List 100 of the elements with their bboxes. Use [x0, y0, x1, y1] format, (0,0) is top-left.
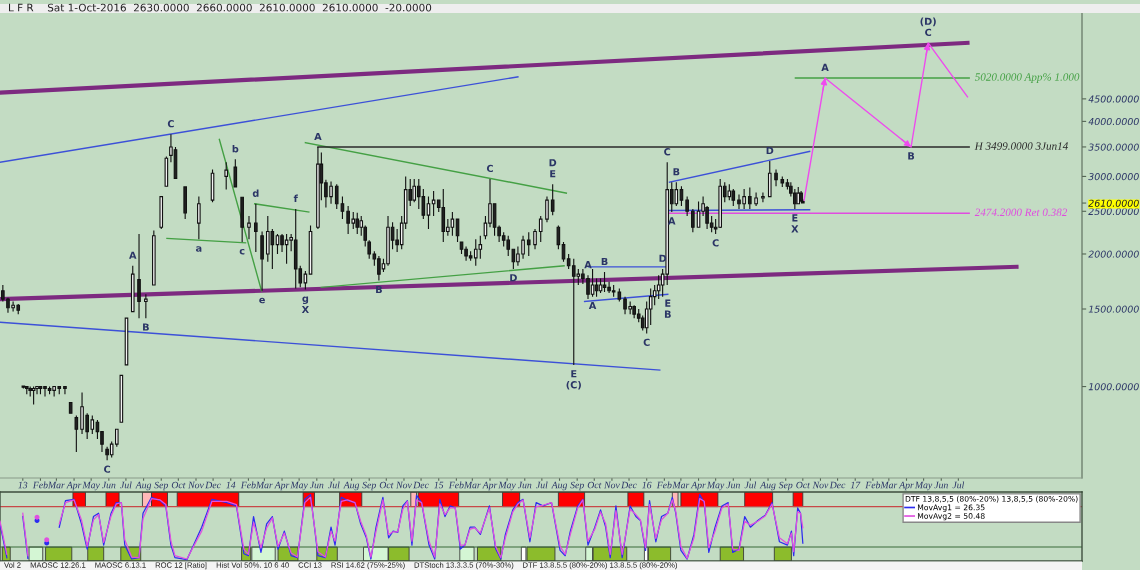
- x-tick-label: Dec: [205, 481, 221, 489]
- x-tick-label: Mar: [463, 481, 481, 489]
- x-tick-label: Aug: [551, 481, 568, 491]
- x-tick-label: Mar: [880, 481, 898, 489]
- x-tick-label: Oct: [587, 481, 602, 489]
- annotation: e: [259, 297, 265, 304]
- annotation: B: [601, 257, 608, 265]
- x-tick-label: Sep: [570, 481, 584, 491]
- x-tick-label: Apr: [66, 481, 82, 491]
- annotation: C: [664, 148, 671, 156]
- x-tick-label: Jun: [726, 481, 740, 489]
- x-tick-label: Apr: [690, 481, 706, 491]
- annotation: f: [293, 194, 298, 202]
- annotation: C: [486, 164, 493, 173]
- x-tick-label: 13: [18, 481, 28, 489]
- x-tick-label: Feb: [240, 481, 256, 489]
- y-tick-label: 3000.0000: [1088, 173, 1139, 181]
- x-tick-label: Dec: [621, 481, 637, 489]
- text: Sat 1-Oct-2016 2630.0000 2660.0000 2610.0000 2610.0000 -20.0000: [47, 3, 432, 12]
- annotation: A: [129, 251, 137, 259]
- x-tick-label: Aug: [343, 481, 360, 491]
- x-tick-label: Mar: [255, 481, 273, 489]
- annotation: C: [104, 465, 111, 473]
- text: L F R: [9, 3, 34, 12]
- x-tick-label: Nov: [812, 481, 829, 489]
- annotation: a: [195, 246, 202, 252]
- x-tick-label: May: [290, 481, 308, 491]
- annotation: C: [167, 120, 174, 128]
- annotation: X: [791, 225, 799, 233]
- x-tick-label: May: [706, 481, 725, 491]
- x-tick-label: Sep: [778, 481, 793, 491]
- annotation: g: [302, 296, 309, 305]
- annotation: C: [643, 338, 650, 346]
- annotation: A: [821, 63, 829, 71]
- x-tick-label: Oct: [796, 481, 811, 489]
- x-tick-label: Oct: [171, 481, 186, 489]
- x-tick-label: Jun: [934, 481, 948, 489]
- x-tick-label: Jul: [952, 481, 965, 489]
- y-tick-label: 2000.0000: [1088, 250, 1139, 258]
- x-tick-label: Dec: [829, 481, 846, 489]
- y-tick-label: 1000.0000: [1088, 383, 1139, 391]
- y-tick-label: 2610.0000: [1088, 199, 1139, 207]
- series-label: 5020.0000 App% 1.000: [974, 73, 1080, 83]
- x-tick-label: 17: [850, 481, 861, 489]
- annotation: B: [664, 310, 671, 318]
- x-tick-label: Jun: [309, 481, 324, 489]
- annotation: D: [549, 159, 557, 167]
- y-tick-label: 1500.0000: [1088, 305, 1139, 313]
- x-tick-label: Apr: [482, 481, 498, 491]
- annotation: b: [232, 144, 239, 153]
- annotation: B: [673, 168, 680, 176]
- series-label: 2474.2000 Ret 0.382: [974, 208, 1068, 217]
- x-tick-label: 15: [434, 481, 444, 489]
- x-tick-label: Jun: [517, 481, 532, 489]
- annotation: B: [143, 323, 149, 331]
- annotation: C: [712, 239, 719, 247]
- x-tick-label: 14: [226, 481, 236, 489]
- x-tick-label: Jun: [101, 481, 116, 489]
- annotation: X: [301, 305, 309, 314]
- annotation: A: [314, 132, 322, 140]
- x-tick-label: Feb: [865, 481, 881, 489]
- annotation: A: [588, 301, 597, 310]
- x-tick-label: 16: [642, 481, 652, 489]
- annotation: A: [584, 261, 592, 269]
- annotation: C: [925, 28, 932, 37]
- annotation: B: [908, 152, 915, 160]
- x-tick-label: Aug: [759, 481, 776, 491]
- x-tick-label: Dec: [413, 481, 429, 489]
- x-tick-label: May: [82, 481, 100, 491]
- x-tick-label: May: [914, 481, 933, 491]
- annotation: c: [239, 248, 245, 255]
- annotation: d: [252, 189, 259, 197]
- annotation: E: [792, 214, 798, 222]
- x-tick-label: Feb: [32, 481, 48, 489]
- annotation: (D): [920, 17, 936, 27]
- y-tick-label: 4000.0000: [1088, 117, 1139, 126]
- annotation: (C): [566, 380, 581, 390]
- y-tick-label: 4500.0000: [1088, 95, 1139, 103]
- annotation: E: [571, 370, 577, 378]
- x-tick-label: Mar: [47, 481, 65, 489]
- x-tick-label: Nov: [604, 481, 620, 489]
- x-tick-label: Feb: [656, 481, 672, 489]
- x-tick-label: Feb: [448, 481, 464, 489]
- annotation: D: [766, 147, 774, 155]
- x-tick-label: Jul: [120, 481, 132, 489]
- y-tick-label: 3500.0000: [1088, 143, 1139, 151]
- annotation: D: [510, 274, 517, 282]
- x-tick-label: Sep: [362, 481, 376, 491]
- x-tick-label: Apr: [898, 481, 914, 491]
- annotation: E: [550, 170, 556, 178]
- x-tick-label: Nov: [188, 481, 204, 489]
- x-tick-label: Sep: [154, 481, 168, 491]
- x-tick-label: Apr: [274, 481, 290, 491]
- x-tick-label: Oct: [379, 481, 394, 489]
- annotation: E: [665, 299, 671, 307]
- x-tick-label: Mar: [672, 481, 690, 489]
- x-tick-label: Jul: [536, 481, 548, 489]
- x-tick-label: Aug: [135, 481, 152, 491]
- x-tick-label: May: [498, 481, 516, 491]
- x-tick-label: Jul: [328, 481, 340, 489]
